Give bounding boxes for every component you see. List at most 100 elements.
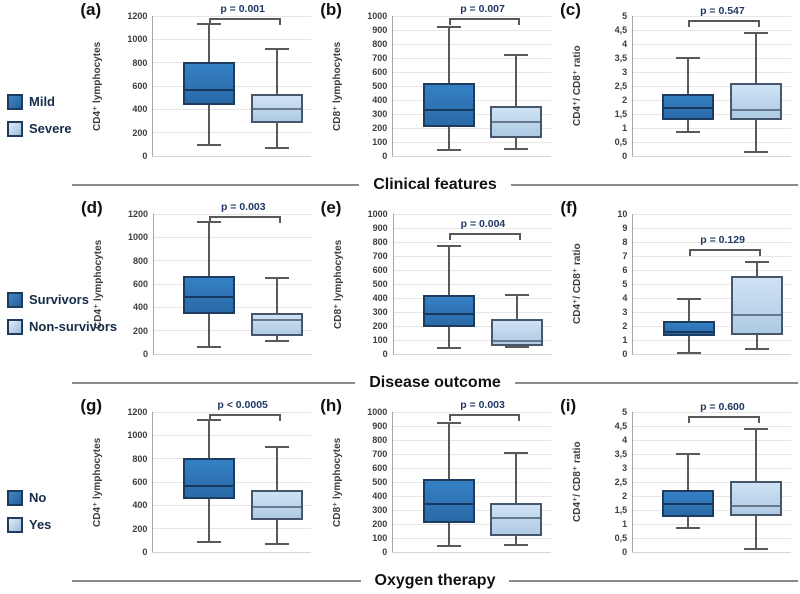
y-tick-label: 3,5	[614, 449, 628, 459]
legend-item-mild: Mild	[7, 93, 78, 110]
gridline	[633, 537, 792, 539]
significance-bracket	[688, 248, 761, 256]
whisker-cap	[436, 26, 461, 29]
row-title: Oxygen therapy	[374, 572, 496, 589]
boxplot-box	[730, 275, 783, 336]
plot-area: 1000 900 800 700 600 500 400 300 200 100 0 p = 0.00…	[367, 399, 552, 557]
whisker-cap	[676, 57, 701, 59]
median-line	[732, 313, 781, 316]
legend-swatch-dark	[7, 291, 23, 308]
median-line	[732, 108, 781, 111]
y-tick-label: 1,5	[614, 505, 628, 515]
median-line	[492, 121, 541, 124]
y-tick-label: 1	[622, 519, 628, 529]
significance-bracket	[209, 216, 282, 223]
gridline	[393, 213, 552, 215]
y-tick-label: 1	[622, 335, 628, 345]
gridline	[154, 213, 312, 215]
y-tick-label: 800	[372, 435, 388, 445]
panel-letter: (g)	[80, 396, 103, 415]
y-tick-label: 1000	[127, 34, 148, 45]
y-tick-label: 1000	[127, 232, 148, 243]
legend-item-non-survivors: Non-survivors	[7, 318, 117, 335]
y-tick-label: 10	[617, 209, 628, 219]
y-tick-label: 1	[622, 123, 628, 133]
gridline	[633, 85, 792, 87]
boxplot-box	[422, 83, 475, 128]
y-tick-label: 0	[622, 151, 628, 161]
panel-c: (c) CD4⁺/ CD8⁺ ratio 5 4,5 4 3,5 3 2,5 2 1,5 1 0,…	[558, 0, 798, 172]
y-tick-label: 600	[372, 463, 388, 473]
y-tick-label: 600	[132, 81, 148, 91]
median-line	[664, 107, 713, 110]
whisker-cap	[196, 540, 221, 543]
y-axis-label: CD4⁺ lymphocytes	[92, 437, 104, 527]
y-tick-label: 2	[622, 95, 628, 105]
median-line	[732, 504, 781, 507]
legend-label: Severe	[29, 121, 72, 136]
y-tick-label: 600	[372, 67, 388, 77]
gridline	[153, 132, 312, 134]
y-tick-label: 300	[372, 307, 388, 317]
row-oxygen-therapy: No Yes (g) CD4⁺ lymphocytes 1200 1000 800 6…	[0, 396, 798, 594]
plot-area: 5 4,5 4 3,5 3 2,5 2 1,5 1 0,5 0 p = 0.547	[615, 5, 792, 161]
panel-letter: (d)	[81, 198, 103, 217]
panel-letter: (i)	[560, 396, 577, 415]
legend-oxygen-therapy: No Yes	[0, 396, 78, 568]
y-tick-label: 400	[372, 95, 388, 105]
title-rule-right	[514, 382, 799, 384]
whisker-cap	[436, 347, 461, 350]
y-tick-label: 1000	[367, 209, 388, 219]
y-tick-label: 500	[372, 279, 388, 289]
whisker-cap	[504, 452, 529, 455]
y-tick-label: 200	[132, 523, 148, 534]
row-panels: Mild Severe (a) CD4⁺ lymphocytes 1200 100…	[0, 0, 798, 172]
legend-item-no: No	[7, 489, 78, 506]
boxplot-box	[730, 83, 783, 120]
y-tick-label: 2,5	[614, 477, 628, 487]
y-tick-label: 4	[622, 39, 628, 49]
significance-bracket	[208, 18, 281, 25]
significance-bracket	[448, 233, 521, 241]
y-tick-label: 400	[132, 500, 148, 511]
y-tick-label: 4	[622, 293, 628, 303]
legend-item-severe: Severe	[7, 120, 78, 137]
median-line	[664, 503, 713, 506]
boxplot-box	[182, 61, 235, 105]
legend-clinical-features: Mild Severe	[0, 0, 78, 172]
whisker-cap	[436, 149, 461, 152]
y-tick-label: 4	[622, 435, 628, 445]
boxplot-box	[662, 94, 715, 120]
gridline	[393, 141, 552, 143]
y-tick-label: 1200	[127, 209, 148, 219]
gridline	[633, 29, 792, 31]
y-tick-label: 300	[372, 109, 388, 119]
whisker-cap	[504, 346, 529, 348]
y-tick-label: 800	[132, 255, 148, 266]
y-tick-label: 200	[372, 519, 388, 529]
whisker-cap	[264, 543, 289, 546]
y-tick-label: 1,5	[614, 109, 628, 119]
y-tick-label: 100	[372, 533, 388, 543]
significance-bracket	[448, 414, 521, 421]
gridline	[633, 269, 792, 271]
gridline	[633, 411, 792, 413]
y-tick-label: 900	[372, 223, 388, 233]
title-rule-left	[72, 382, 356, 384]
y-axis-label: CD4⁺/ CD8⁺ ratio	[572, 243, 584, 325]
significance-bracket	[688, 415, 761, 423]
gridline	[153, 528, 312, 530]
panel-letter: (a)	[80, 0, 102, 19]
row-clinical-features: Mild Severe (a) CD4⁺ lymphocytes 1200 100…	[0, 0, 799, 198]
plot-area: 1200 1000 800 600 400 200 0 p = 0.001	[127, 3, 312, 161]
plot-area: 1000 900 800 700 600 500 400 300 200 100 0 p = 0.00…	[367, 3, 552, 161]
gridline	[153, 108, 312, 110]
y-axis-label: CD4⁺/ CD8⁺ ratio	[572, 441, 584, 523]
y-axis-label: CD8⁺ lymphocytes	[332, 41, 344, 131]
whisker-cap	[744, 427, 769, 430]
y-tick-label: 1000	[367, 11, 388, 21]
y-tick-label: 200	[372, 123, 388, 133]
whisker-cap	[676, 453, 701, 455]
p-value-label: p = 0.003	[460, 399, 505, 411]
gridline	[633, 297, 792, 299]
